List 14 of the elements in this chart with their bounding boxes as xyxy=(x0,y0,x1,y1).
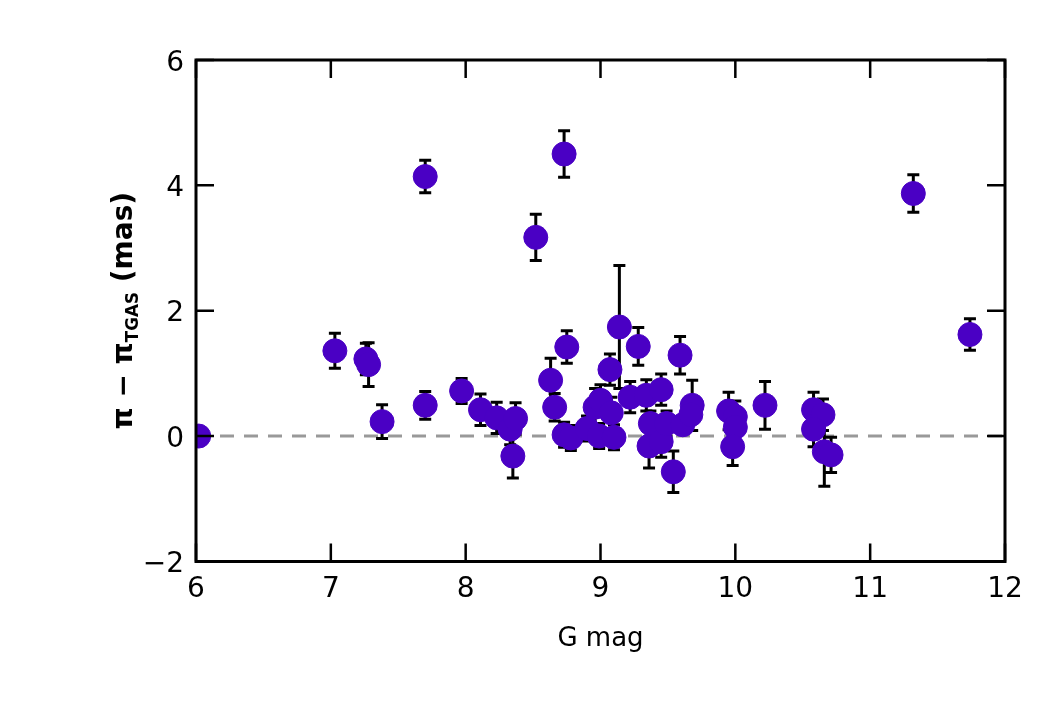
x-tick-label: 11 xyxy=(852,571,888,605)
x-tick-label: 10 xyxy=(717,571,754,605)
x-tick-label: 8 xyxy=(456,571,475,605)
x-tick-label: 12 xyxy=(987,571,1023,605)
x-tick-label: 9 xyxy=(591,571,610,605)
x-axis-title: G mag xyxy=(557,622,644,653)
x-tick-label: 6 xyxy=(187,571,205,605)
y-tick-label: 6 xyxy=(166,44,184,78)
y-tick-label: 2 xyxy=(166,295,184,329)
y-tick-label: 0 xyxy=(166,420,184,454)
y-axis-title: π − πTGAS (mas) xyxy=(106,191,142,430)
y-tick-label: −2 xyxy=(142,545,184,579)
x-tick-label: 7 xyxy=(321,571,340,605)
y-tick-label: 4 xyxy=(166,169,184,203)
